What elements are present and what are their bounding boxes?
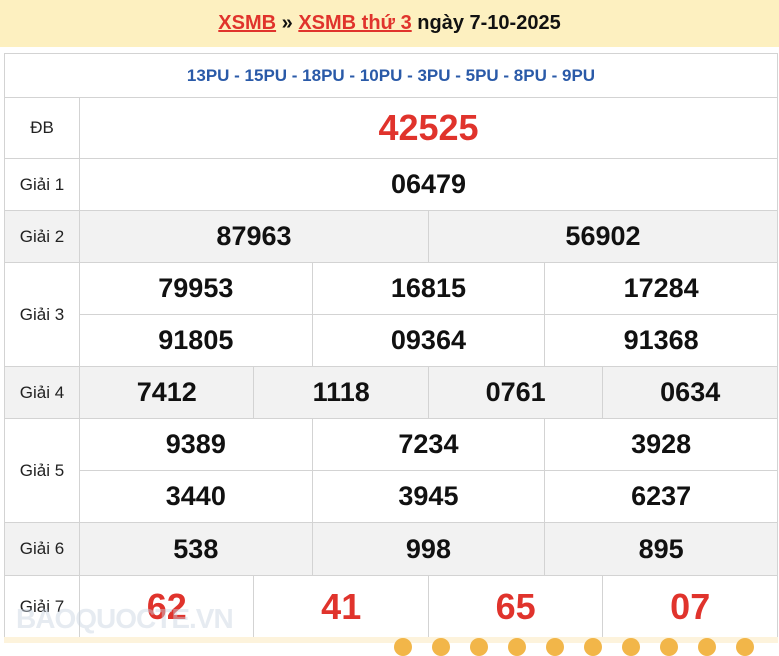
prize-label: Giải 3 [4,262,80,367]
bottom-strip [4,637,778,643]
breadcrumb: XSMB » XSMB thứ 3 ngày 7-10-2025 [0,0,779,47]
prize-number: 65 [427,575,604,638]
prize-label: Giải 7 [4,575,80,638]
prize-number: 07 [602,575,778,638]
prize-number: 895 [544,522,778,576]
prize-number: 91368 [544,314,778,367]
prize-number: 9389 [79,418,313,471]
prize-number: 16815 [311,262,546,315]
prize-number: 3440 [79,470,313,523]
prize-number: 87963 [79,210,429,263]
loading-dot-icon [508,638,526,656]
prize-number: 0634 [602,366,778,419]
loading-dot-icon [584,638,602,656]
prize-number: 06479 [79,158,778,211]
loading-dot-icon [394,638,412,656]
prize-label: Giải 2 [4,210,80,263]
prize-number: 41 [253,575,429,638]
date-text: ngày 7-10-2025 [417,12,561,34]
loading-dot-icon [622,638,640,656]
prize-label: Giải 6 [4,522,80,576]
loading-dot-icon [698,638,716,656]
prize-label: Giải 4 [4,366,80,419]
prize-number: 17284 [544,262,778,315]
prize-number: 79953 [79,262,313,315]
loading-dot-icon [546,638,564,656]
xsmb-thu3-link[interactable]: XSMB thứ 3 [298,12,412,34]
prize-codes: 13PU - 15PU - 18PU - 10PU - 3PU - 5PU - … [4,53,778,98]
loading-dot-icon [432,638,450,656]
results-table: 13PU - 15PU - 18PU - 10PU - 3PU - 5PU - … [4,53,779,638]
xsmb-link[interactable]: XSMB [218,12,277,34]
prize-number: 6237 [544,470,778,523]
prize-number: 09364 [311,314,546,367]
prize-number: 91805 [79,314,313,367]
loading-dot-icon [660,638,678,656]
prize-number: 998 [311,522,546,576]
prize-number: 7412 [78,366,255,419]
prize-label: ĐB [4,97,80,159]
prize-number: 3928 [544,418,778,471]
prize-number: 56902 [427,210,779,263]
loading-dot-icon [470,638,488,656]
prize-number: 0761 [427,366,604,419]
prize-number: 3945 [311,470,546,523]
prize-label: Giải 5 [4,418,80,523]
breadcrumb-separator: » [281,12,293,34]
prize-number: 7234 [311,418,546,471]
loading-dot-icon [736,638,754,656]
prize-number: 538 [79,522,313,576]
prize-number: 62 [78,575,255,638]
prize-number: 1118 [253,366,429,419]
special-prize-number: 42525 [79,97,778,159]
prize-label: Giải 1 [4,158,80,211]
